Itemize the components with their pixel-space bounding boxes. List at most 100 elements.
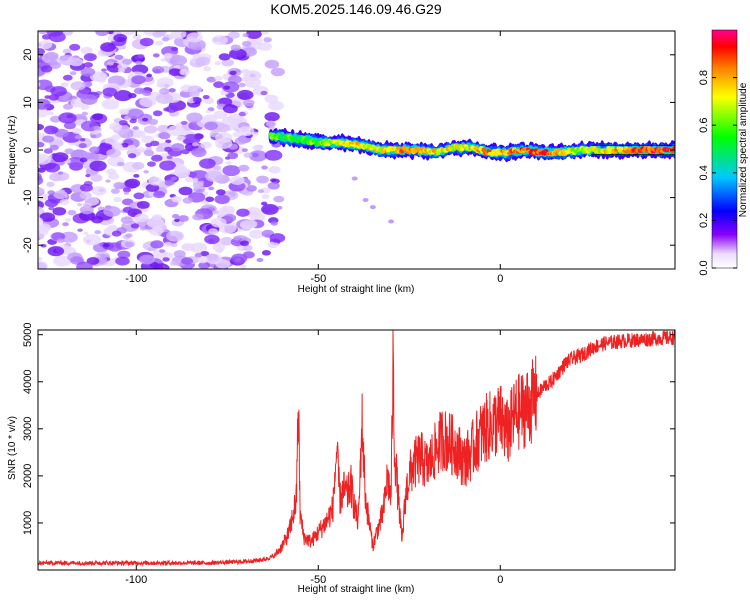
noise-blob (147, 118, 159, 126)
noise-blob (156, 82, 166, 88)
noise-blob (43, 125, 59, 135)
noise-blob (240, 264, 247, 269)
noise-blob (165, 105, 178, 113)
noise-blob (113, 197, 122, 203)
noise-blob (38, 161, 39, 165)
heatmap-x-ticks: -100 -50 0 (125, 31, 503, 285)
figure-title: KOM5.2025.146.09.46.G29 (270, 1, 441, 17)
heatmap-signal-track (268, 127, 675, 163)
noise-blob (234, 137, 248, 145)
noise-blob (205, 110, 211, 114)
noise-blob (231, 253, 248, 264)
noise-blob (152, 110, 163, 117)
noise-blob (192, 97, 202, 103)
noise-blob (38, 81, 41, 88)
noise-blob (132, 33, 142, 40)
noise-blob (261, 194, 270, 200)
noise-blob (192, 178, 199, 182)
y-tick-label: 0 (22, 147, 34, 153)
y-tick-label: 3000 (22, 417, 34, 441)
noise-blob (146, 73, 153, 78)
noise-blob (62, 74, 73, 81)
noise-blob (103, 206, 121, 217)
noise-blob (256, 257, 264, 263)
noise-blob (44, 162, 61, 173)
noise-blob (114, 182, 126, 190)
noise-blob (164, 146, 173, 152)
noise-blob (44, 199, 59, 208)
noise-blob (214, 75, 223, 81)
noise-blob (168, 88, 176, 93)
colorbar-tick-label: 0.6 (698, 118, 710, 133)
noise-blob (143, 170, 149, 174)
noise-blob (54, 171, 70, 181)
noise-blob (38, 153, 52, 165)
noise-blob (107, 172, 120, 180)
noise-blob (25, 167, 38, 175)
noise-blob (145, 146, 152, 151)
noise-blob (49, 144, 59, 151)
noise-blob (113, 33, 128, 43)
noise-blob (191, 147, 207, 158)
snr-frame (37, 329, 676, 571)
noise-blob (38, 31, 47, 35)
noise-blob (38, 181, 39, 185)
noise-blob (107, 61, 114, 66)
noise-blob (44, 51, 59, 61)
noise-blob (174, 218, 180, 223)
noise-blob (182, 133, 201, 146)
x-tick-label: -100 (125, 574, 147, 586)
noise-blob (69, 71, 77, 76)
noise-blob (260, 90, 268, 96)
noise-blob (82, 234, 102, 246)
noise-blob (118, 120, 128, 126)
noise-blob (139, 254, 155, 265)
noise-blob (57, 171, 64, 175)
noise-blob (214, 194, 230, 204)
noise-blob (54, 128, 69, 138)
noise-blob (192, 142, 199, 147)
noise-blob (67, 157, 85, 168)
noise-blob (249, 212, 266, 223)
noise-blob (170, 242, 178, 247)
noise-blob (264, 149, 283, 161)
noise-blob (205, 170, 223, 182)
noise-blob (218, 53, 231, 61)
noise-blob (268, 100, 284, 111)
noise-blob (159, 249, 166, 253)
noise-blob (118, 108, 129, 115)
noise-blob (38, 237, 41, 241)
noise-blob (260, 31, 269, 35)
noise-blob (199, 158, 216, 169)
noise-blob (38, 79, 53, 91)
noise-blob (30, 172, 36, 175)
noise-blob (48, 206, 55, 211)
noise-blob (243, 99, 255, 107)
noise-blob (236, 89, 254, 101)
noise-blob (62, 31, 73, 36)
noise-blob (64, 148, 74, 155)
noise-blob (165, 230, 184, 242)
noise-blob (264, 59, 280, 69)
noise-blob (214, 61, 221, 66)
noise-blob (38, 185, 39, 189)
noise-blob (102, 87, 118, 97)
noise-blob (265, 120, 277, 128)
noise-blob (256, 175, 269, 184)
noise-blob (124, 178, 141, 189)
noise-blob (47, 59, 58, 66)
noise-blob (213, 81, 225, 88)
noise-blob (205, 196, 215, 202)
noise-blob (168, 68, 182, 76)
noise-blob (195, 56, 211, 66)
noise-blob (223, 85, 231, 90)
noise-blob (69, 43, 81, 51)
noise-blob (179, 68, 190, 76)
noise-blob (240, 240, 249, 246)
noise-blob (40, 243, 47, 248)
noise-blob (213, 110, 228, 120)
noise-blob (155, 146, 164, 153)
noise-blob (208, 186, 215, 191)
noise-blob (218, 97, 233, 106)
